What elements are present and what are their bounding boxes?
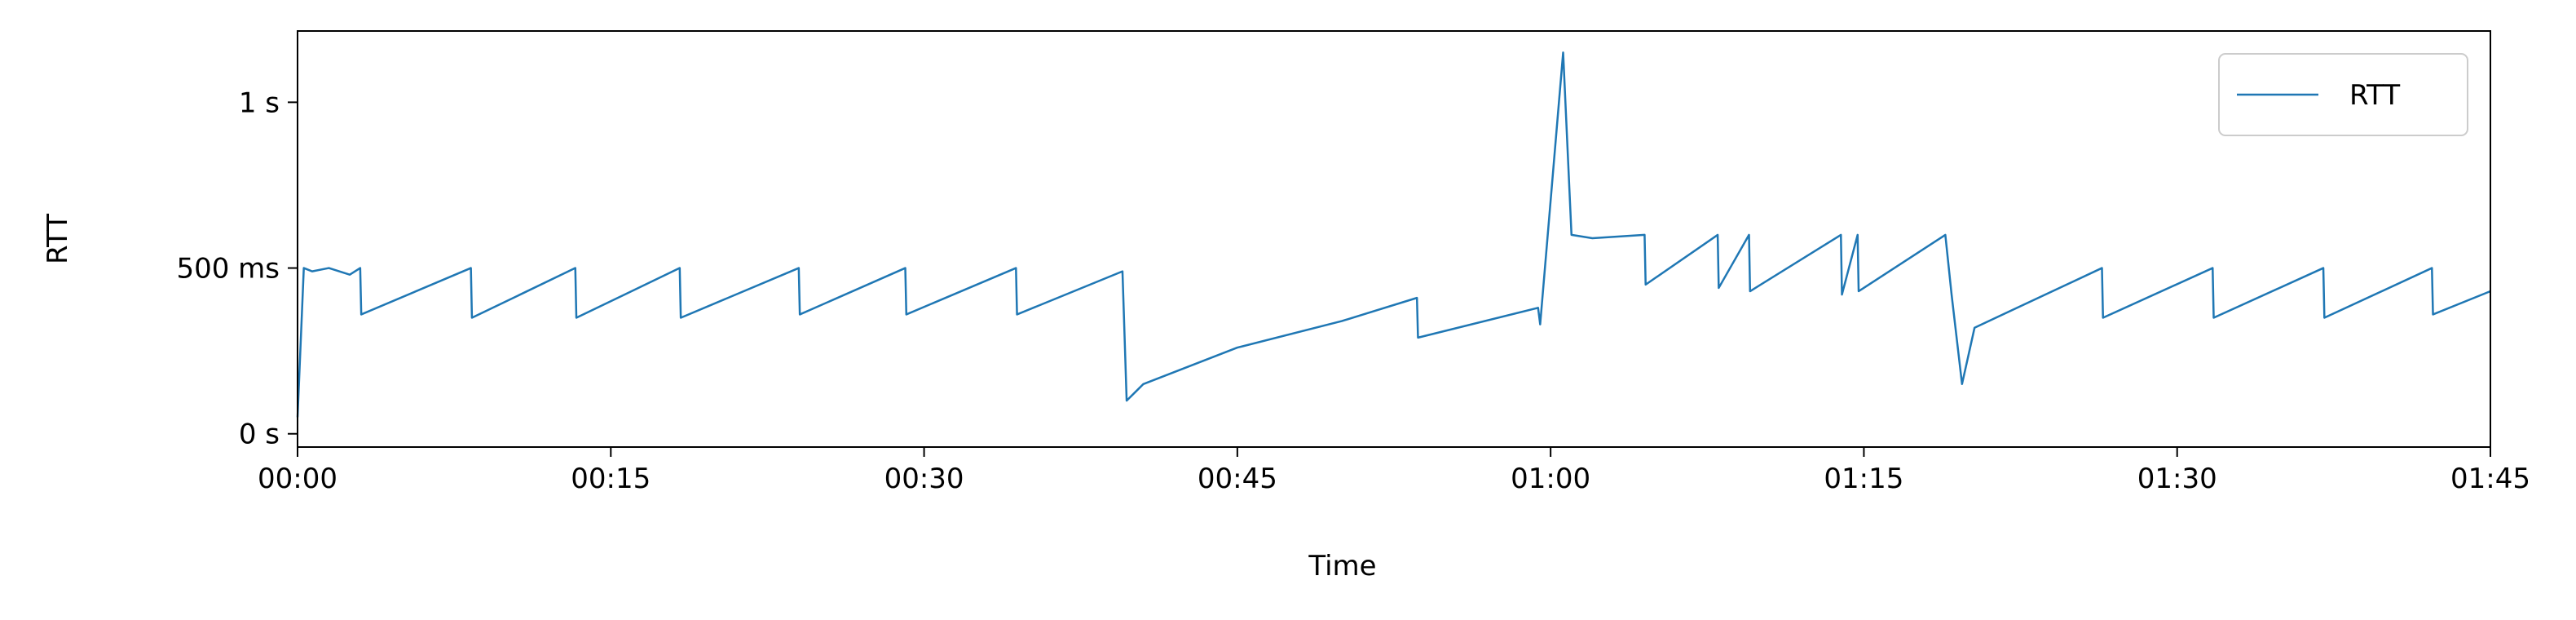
x-tick-label: 00:00	[258, 463, 337, 495]
legend-label: RTT	[2349, 79, 2400, 112]
y-tick-label: 0 s	[239, 418, 280, 451]
x-tick-label: 01:45	[2450, 463, 2530, 495]
x-tick-label: 01:15	[1824, 463, 1903, 495]
x-tick-label: 01:30	[2137, 463, 2217, 495]
y-axis-label: RTT	[42, 214, 74, 264]
y-tick-label: 1 s	[239, 86, 280, 119]
x-tick-label: 01:00	[1511, 463, 1590, 495]
x-axis-label: Time	[1308, 550, 1376, 582]
x-tick-label: 00:30	[884, 463, 964, 495]
data-line	[296, 51, 2491, 418]
legend-box	[2218, 53, 2468, 136]
x-tick-label: 00:15	[571, 463, 651, 495]
x-tick-label: 00:45	[1198, 463, 1277, 495]
y-tick-label: 500 ms	[176, 253, 280, 286]
plot-frame	[297, 30, 2491, 448]
